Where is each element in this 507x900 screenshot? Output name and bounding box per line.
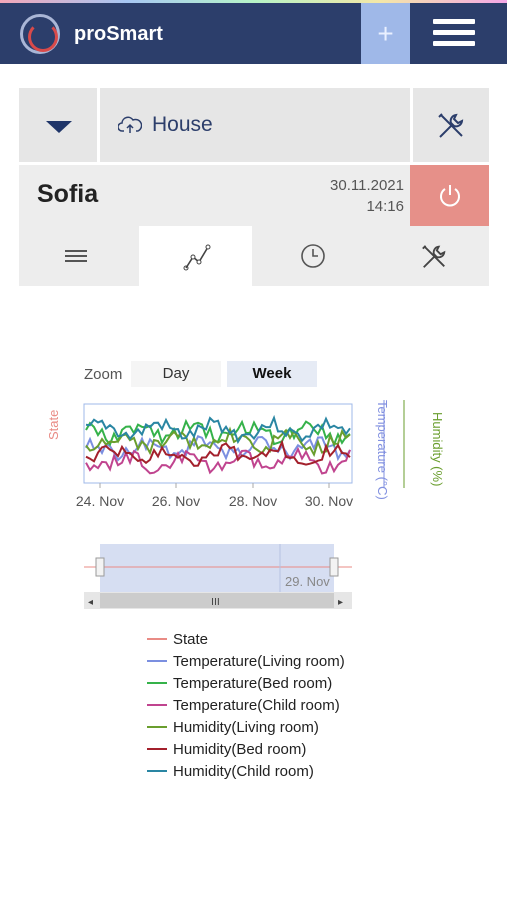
legend-label: State [173, 630, 209, 648]
navigator-selection[interactable] [100, 544, 334, 592]
device-timestamp: 30.11.2021 14:16 [330, 175, 404, 217]
legend-item[interactable]: Temperature(Living room) [147, 650, 345, 672]
legend-item[interactable]: Temperature(Child room) [147, 694, 345, 716]
tab-settings[interactable] [376, 226, 489, 286]
cloud-upload-icon [118, 116, 142, 133]
legend-label: Humidity(Child room) [173, 762, 314, 780]
navigator-left-handle[interactable] [95, 557, 105, 577]
tools-icon [422, 245, 446, 268]
legend-label: Humidity(Bed room) [173, 740, 307, 758]
power-icon [440, 185, 460, 207]
legend-swatch [147, 638, 167, 640]
device-tabs [19, 226, 489, 286]
location-selector[interactable]: House [100, 88, 410, 162]
navigator-tick: 29. Nov [285, 574, 330, 589]
tab-list[interactable] [19, 226, 132, 286]
legend-label: Temperature(Bed room) [173, 674, 333, 692]
x-axis-ticks: 24. Nov 26. Nov 28. Nov 30. Nov [76, 483, 353, 509]
device-name: Sofia [37, 180, 99, 208]
tools-icon [438, 113, 464, 138]
legend-swatch [147, 726, 167, 728]
scrollbar-grip-icon: III [211, 597, 220, 608]
temperature-axis-title: Temperature (°C) [375, 400, 390, 500]
series-line [85, 414, 351, 445]
legend-swatch [147, 704, 167, 706]
series-lines [85, 414, 351, 475]
power-button[interactable] [410, 165, 489, 226]
humidity-axis-title: Humidity (%) [430, 412, 445, 487]
list-icon [65, 250, 87, 262]
x-tick-label: 30. Nov [305, 493, 353, 509]
app-title: proSmart [74, 23, 163, 45]
chart-icon [183, 244, 211, 271]
device-time: 14:16 [366, 198, 404, 215]
location-name: House [152, 113, 213, 136]
legend-swatch [147, 682, 167, 684]
legend-label: Humidity(Living room) [173, 718, 319, 736]
chevron-down-icon [46, 121, 72, 133]
legend-swatch [147, 660, 167, 662]
scroll-right-arrow-icon[interactable]: ▸ [338, 597, 343, 608]
top-accent-bar [0, 0, 507, 3]
zoom-label: Zoom [84, 366, 123, 383]
scroll-left-arrow-icon[interactable]: ◂ [88, 597, 93, 608]
legend-label: Temperature(Child room) [173, 696, 340, 714]
legend-item[interactable]: Humidity(Bed room) [147, 738, 345, 760]
tab-clock[interactable] [256, 226, 369, 286]
zoom-day-button[interactable]: Day [131, 361, 221, 387]
x-tick-label: 28. Nov [229, 493, 277, 509]
x-tick-label: 26. Nov [152, 493, 200, 509]
legend-item[interactable]: Temperature(Bed room) [147, 672, 345, 694]
legend-label: Temperature(Living room) [173, 652, 345, 670]
zoom-week-button[interactable]: Week [227, 361, 317, 387]
x-tick-label: 24. Nov [76, 493, 124, 509]
series-line [85, 439, 351, 467]
plot-area [83, 403, 353, 484]
add-button[interactable]: + [361, 3, 410, 64]
legend-swatch [147, 770, 167, 772]
series-line [85, 446, 351, 475]
chart-legend: State Temperature(Living room) Temperature… [147, 628, 345, 782]
device-date: 30.11.2021 [330, 177, 404, 194]
navigator-right-handle[interactable] [329, 557, 339, 577]
legend-swatch [147, 748, 167, 750]
location-dropdown-button[interactable] [19, 88, 97, 162]
scrollbar-thumb[interactable] [100, 593, 334, 608]
device-row: Sofia 30.11.2021 14:16 [19, 165, 489, 226]
tab-chart[interactable] [139, 226, 252, 286]
legend-item[interactable]: Humidity(Child room) [147, 760, 345, 782]
location-settings-button[interactable] [413, 88, 489, 162]
legend-item[interactable]: Humidity(Living room) [147, 716, 345, 738]
clock-icon [301, 244, 325, 268]
hamburger-menu-icon[interactable] [433, 19, 475, 51]
logo-icon [20, 14, 60, 54]
legend-item[interactable]: State [147, 628, 345, 650]
app-header: proSmart + [0, 3, 507, 64]
